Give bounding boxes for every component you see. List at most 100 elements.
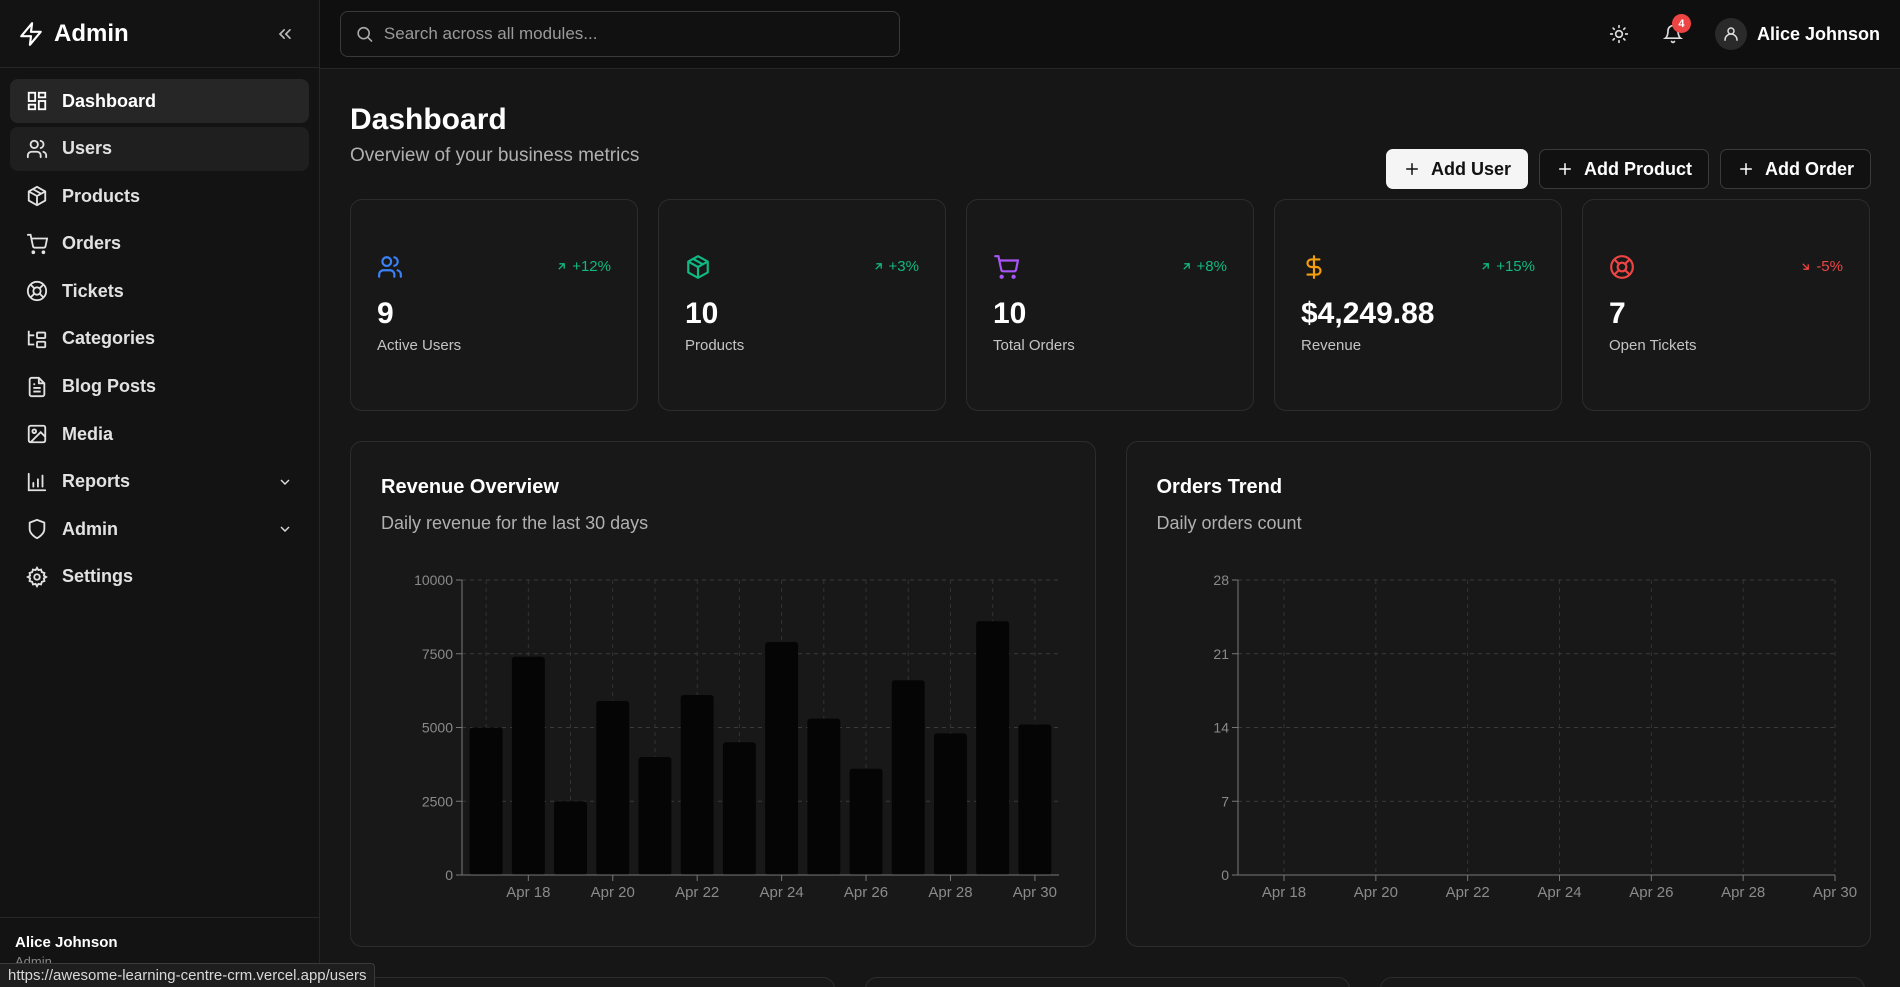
sidebar: Admin Dashboard Users Products Orders Ti…	[0, 0, 320, 987]
folder-tree-icon	[27, 330, 47, 349]
y-tick-label: 0	[445, 867, 453, 883]
avatar	[1714, 18, 1747, 50]
search-input[interactable]	[383, 24, 885, 44]
sidebar-item-label: Settings	[62, 566, 134, 587]
sidebar-item-label: Media	[62, 423, 114, 444]
user-icon	[1724, 27, 1738, 41]
topbar-actions: 4 Alice Johnson	[1585, 14, 1880, 54]
main-content: Dashboard Overview of your business metr…	[350, 69, 1871, 947]
sidebar-item-label: Blog Posts	[62, 376, 157, 397]
trend-indicator: -5%	[1799, 258, 1843, 275]
bar	[849, 768, 883, 875]
card-partial	[1380, 977, 1865, 987]
file-text-icon	[28, 376, 46, 397]
lifebuoy-icon	[26, 281, 48, 302]
collapse-sidebar-button[interactable]	[269, 18, 301, 50]
x-tick-label: Apr 20	[591, 884, 635, 901]
x-tick-label: Apr 18	[1261, 884, 1305, 901]
sidebar-item-label: Categories	[62, 328, 156, 349]
sidebar-nav: Dashboard Users Products Orders Tickets …	[0, 68, 319, 614]
sun-icon	[1609, 24, 1629, 44]
sidebar-item-tickets[interactable]: Tickets	[10, 269, 309, 313]
stat-label: Revenue	[1301, 337, 1362, 354]
dollar-icon	[1306, 255, 1322, 279]
sidebar-item-orders[interactable]: Orders	[10, 222, 309, 266]
sidebar-item-settings[interactable]: Settings	[10, 555, 309, 599]
notifications-button[interactable]: 4	[1653, 14, 1693, 54]
stats-row: +12% 9 Active Users +3% 10 Products +8% …	[350, 199, 1871, 411]
revenue-bar-chart: 0 2500 5000 7500 10000 Apr 18 Apr 20 Apr 22 Apr …	[414, 572, 1059, 901]
bar	[511, 656, 545, 875]
stat-value: 10	[993, 297, 1027, 330]
brand[interactable]: Admin	[18, 20, 129, 48]
y-tick-label: 21	[1213, 646, 1229, 662]
x-tick-label: Apr 24	[1537, 884, 1581, 901]
sidebar-item-media[interactable]: Media	[10, 412, 309, 456]
bar	[680, 695, 714, 875]
y-tick-label: 0	[1221, 867, 1229, 883]
cart-icon	[994, 255, 1020, 279]
sidebar-item-categories[interactable]: Categories	[10, 317, 309, 361]
bar-chart-icon	[27, 472, 47, 491]
bar	[638, 757, 672, 875]
arrow-up-right-icon	[874, 263, 882, 270]
charts-row: Revenue Overview Daily revenue for the l…	[350, 441, 1871, 947]
x-tick-label: Apr 30	[1812, 884, 1856, 901]
chart-title: Revenue Overview	[381, 476, 559, 498]
stat-label: Total Orders	[993, 337, 1075, 354]
x-tick-label: Apr 24	[760, 884, 804, 901]
card-partial	[350, 977, 835, 987]
stat-label: Open Tickets	[1609, 337, 1697, 354]
x-tick-label: Apr 22	[1445, 884, 1489, 901]
sidebar-item-products[interactable]: Products	[10, 174, 309, 218]
search-icon	[357, 26, 373, 42]
y-tick-label: 10000	[414, 572, 453, 588]
plus-icon	[1405, 163, 1418, 175]
image-icon	[27, 424, 47, 444]
users-icon	[26, 139, 48, 158]
bar	[554, 801, 587, 875]
arrow-down-right-icon	[1802, 263, 1810, 270]
arrow-up-right-icon	[1182, 263, 1190, 270]
trend-indicator: +15%	[1479, 258, 1535, 275]
sidebar-item-label: Reports	[62, 471, 131, 492]
package-icon	[27, 186, 47, 207]
package-icon	[687, 255, 709, 279]
orders-line-chart: 0 7 14 21 28 Apr 18 Apr 20 Apr 22 Apr 24 Apr 26 Ap…	[1213, 572, 1857, 901]
theme-toggle-button[interactable]	[1599, 14, 1639, 54]
stat-card-revenue: +15% $4,249.88 Revenue	[1274, 199, 1562, 411]
shield-icon	[28, 519, 46, 540]
add-order-button[interactable]: Add Order	[1719, 149, 1871, 189]
user-menu-button[interactable]: Alice Johnson	[1714, 18, 1880, 50]
bar	[1018, 724, 1052, 875]
users-icon	[378, 256, 402, 278]
y-tick-label: 7500	[422, 646, 453, 662]
chevron-down-icon	[280, 526, 290, 533]
add-product-button[interactable]: Add Product	[1538, 149, 1709, 189]
trend-value: -5%	[1816, 258, 1843, 275]
sidebar-item-dashboard[interactable]: Dashboard	[10, 79, 309, 123]
sidebar-item-blog-posts[interactable]: Blog Posts	[10, 365, 309, 409]
bar	[891, 680, 925, 875]
lifebuoy-icon	[1610, 255, 1634, 279]
chart-subtitle: Daily orders count	[1156, 513, 1302, 533]
search-box[interactable]	[340, 11, 900, 57]
sidebar-item-admin[interactable]: Admin	[10, 507, 309, 551]
page-title: Dashboard	[350, 103, 507, 136]
bar	[934, 733, 967, 875]
add-order-label: Add Order	[1764, 158, 1854, 179]
sidebar-user-name: Alice Johnson	[15, 934, 118, 951]
cart-icon	[26, 233, 48, 254]
stat-card-products: +3% 10 Products	[658, 199, 946, 411]
x-tick-label: Apr 20	[1353, 884, 1397, 901]
sidebar-item-reports[interactable]: Reports	[10, 460, 309, 504]
add-product-label: Add Product	[1583, 158, 1692, 179]
x-tick-label: Apr 18	[506, 884, 550, 901]
add-user-button[interactable]: Add User	[1385, 149, 1528, 189]
stat-card-total-orders: +8% 10 Total Orders	[966, 199, 1254, 411]
sidebar-item-users[interactable]: Users	[10, 126, 309, 171]
y-tick-label: 5000	[422, 720, 453, 736]
x-tick-label: Apr 22	[675, 884, 719, 901]
x-tick-label: Apr 28	[1721, 884, 1765, 901]
trend-value: +12%	[572, 258, 611, 275]
